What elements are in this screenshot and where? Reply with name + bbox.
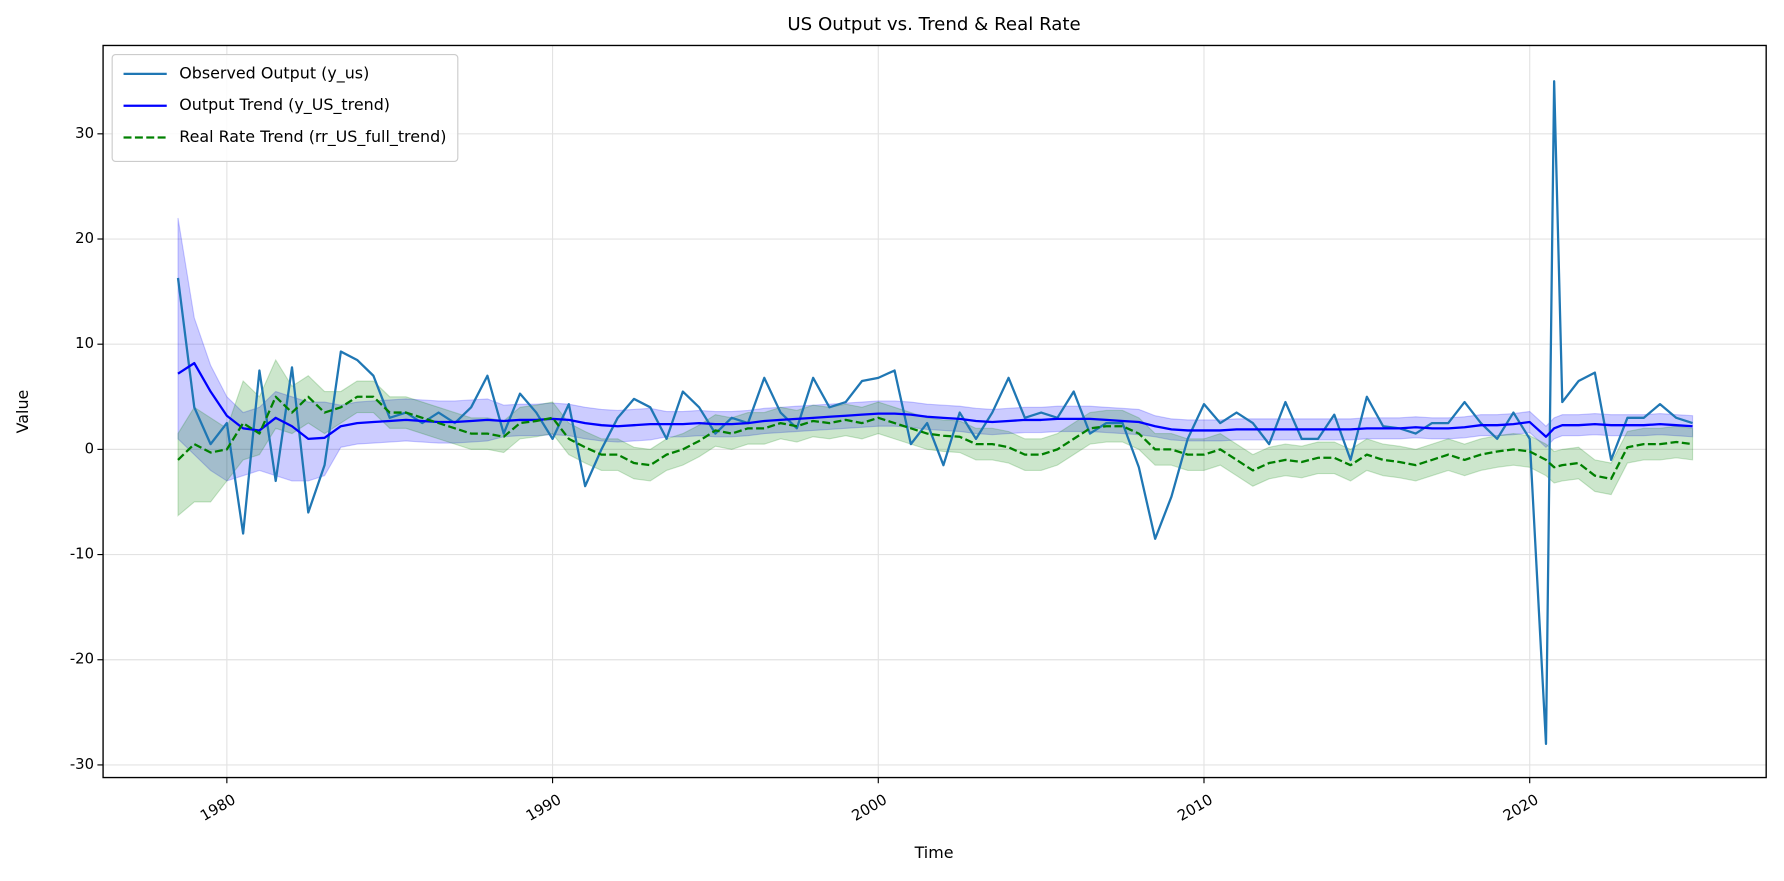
y-tick-label: 20 — [75, 230, 94, 247]
legend-label: Observed Output (y_us) — [179, 63, 369, 83]
x-axis-label: Time — [914, 843, 954, 862]
series-line — [177, 395, 1693, 480]
plot-area — [103, 45, 1767, 778]
chart-title: US Output vs. Trend & Real Rate — [787, 14, 1080, 35]
legend-label: Real Rate Trend (rr_US_full_trend) — [179, 127, 446, 147]
legend: Observed Output (y_us) Output Trend (y_US… — [111, 53, 459, 162]
y-tick-label: 30 — [75, 125, 94, 142]
y-tick-label: 0 — [85, 440, 94, 457]
series-line — [176, 80, 1693, 746]
y-tick-label: 10 — [75, 335, 94, 352]
y-tick-label: -20 — [70, 651, 94, 668]
y-tick-label: -10 — [70, 546, 94, 563]
y-axis-label: Value — [13, 390, 32, 434]
axes-frame — [102, 44, 1767, 779]
legend-label: Output Trend (y_US_trend) — [179, 95, 390, 115]
confidence-band — [177, 358, 1694, 517]
legend-box — [111, 53, 459, 162]
y-tick-label: -30 — [70, 756, 94, 773]
confidence-band — [177, 217, 1694, 482]
